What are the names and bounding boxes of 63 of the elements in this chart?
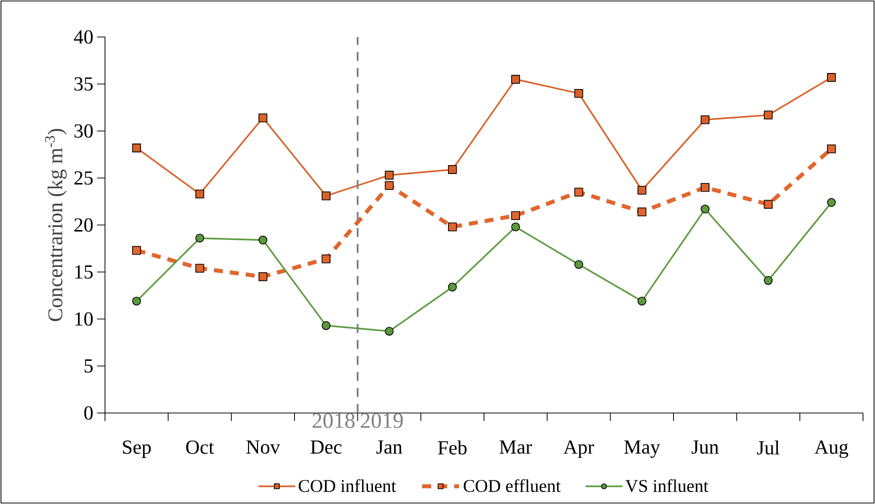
point xyxy=(384,170,394,180)
y-tick-label: 10 xyxy=(75,312,93,326)
x-tick-label: Aug xyxy=(814,440,848,458)
point xyxy=(448,165,457,174)
point xyxy=(574,89,584,98)
point xyxy=(827,73,836,82)
x-tick-label: Oct xyxy=(186,440,214,454)
point xyxy=(827,198,836,207)
point xyxy=(448,222,457,232)
y-tick-label: 25 xyxy=(74,171,93,185)
point xyxy=(574,260,584,269)
y-tick-label: 40 xyxy=(74,30,93,44)
x-tick-label: Jul xyxy=(757,440,780,455)
x-tick-label: Sep xyxy=(122,440,151,458)
point xyxy=(132,246,141,255)
point xyxy=(322,254,330,264)
point xyxy=(195,264,204,273)
point xyxy=(511,222,520,232)
point xyxy=(384,181,394,190)
x-tick-label: Jan xyxy=(376,440,402,454)
x-tick-label: Mar xyxy=(500,440,532,454)
point xyxy=(764,110,773,120)
point xyxy=(700,183,710,192)
point xyxy=(448,282,457,292)
point xyxy=(258,236,268,244)
legend-label: VS influent xyxy=(625,479,708,492)
point xyxy=(511,74,520,84)
point xyxy=(764,276,773,285)
y-tick-label: 20 xyxy=(74,218,93,232)
x-tick-label: Dec xyxy=(310,440,342,454)
point xyxy=(195,190,204,198)
point xyxy=(322,321,330,330)
y-tick-label: 35 xyxy=(74,77,93,91)
text: 2018 xyxy=(312,413,355,428)
y-tick-label: 30 xyxy=(74,124,93,138)
point xyxy=(132,296,141,306)
x-tick-label: Nov xyxy=(246,440,280,454)
y-tick-label: 0 xyxy=(84,406,93,420)
point xyxy=(638,186,646,195)
point xyxy=(764,200,773,209)
point xyxy=(511,211,520,220)
point xyxy=(195,234,204,243)
y-axis-title: Concentrarion (kg m$^{-3}$) xyxy=(45,128,67,322)
x-tick-label: May xyxy=(624,440,660,458)
x-tick-label: Jun xyxy=(692,440,719,454)
x-tick-label: Apr xyxy=(563,440,594,458)
text: 2019 xyxy=(360,413,403,428)
point xyxy=(574,188,584,196)
y-tick-label: 5 xyxy=(84,359,93,373)
point xyxy=(258,272,268,282)
point xyxy=(322,191,330,200)
point xyxy=(384,326,394,336)
legend-label: COD effluent xyxy=(464,479,561,492)
point xyxy=(827,144,836,154)
point xyxy=(258,113,268,122)
point xyxy=(132,144,141,152)
point xyxy=(700,204,710,214)
point xyxy=(638,207,646,216)
point xyxy=(638,296,646,306)
legend-label: COD influent xyxy=(298,479,396,492)
y-tick-label: 15 xyxy=(75,265,93,279)
point xyxy=(700,115,710,124)
x-tick-label: Feb xyxy=(438,440,467,455)
